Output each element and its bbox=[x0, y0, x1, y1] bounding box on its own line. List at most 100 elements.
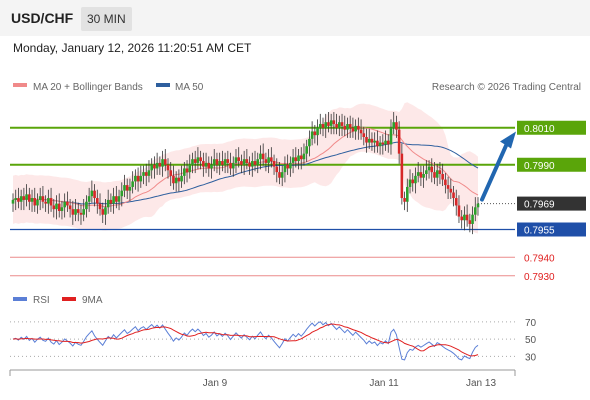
candle-body bbox=[351, 127, 355, 132]
candle-body bbox=[212, 159, 216, 165]
candle-body bbox=[155, 162, 159, 169]
candle-body bbox=[229, 162, 232, 169]
candle-body bbox=[473, 207, 477, 215]
candle-body bbox=[441, 174, 444, 180]
candle-body bbox=[169, 170, 173, 176]
candle-body bbox=[226, 159, 230, 163]
candle-body bbox=[408, 179, 412, 187]
candle-body bbox=[150, 164, 153, 171]
candle-body bbox=[177, 177, 181, 182]
candle-body bbox=[297, 155, 300, 162]
candle-body bbox=[158, 162, 162, 167]
candle-body bbox=[305, 146, 308, 154]
candle-body bbox=[79, 212, 83, 215]
candle-body bbox=[218, 161, 221, 165]
candle-body bbox=[438, 170, 442, 174]
candle-body bbox=[161, 159, 164, 167]
candle-body bbox=[57, 203, 61, 211]
candle-body bbox=[416, 172, 420, 176]
legend-ma20-swatch bbox=[13, 83, 27, 87]
candle-body bbox=[25, 194, 28, 200]
candle-body bbox=[395, 122, 398, 130]
candle-body bbox=[283, 164, 287, 173]
candle-body bbox=[38, 196, 42, 200]
x-tick-label: Jan 9 bbox=[203, 378, 228, 389]
candle-body bbox=[144, 172, 148, 176]
legend-ma20-label: MA 20 + Bollinger Bands bbox=[33, 82, 143, 93]
candle-body bbox=[74, 209, 77, 215]
candle-body bbox=[332, 120, 336, 125]
candle-body bbox=[237, 157, 241, 162]
candle-body bbox=[231, 162, 235, 169]
rsi-panel: 70 50 30 bbox=[10, 318, 537, 363]
chart-datetime: Monday, January 12, 2026 11:20:51 AM CET bbox=[13, 41, 252, 55]
candle-body bbox=[202, 161, 205, 167]
candle-body bbox=[327, 122, 330, 126]
candle-body bbox=[210, 164, 213, 169]
candle-body bbox=[221, 161, 224, 165]
candle-body bbox=[123, 185, 126, 191]
candle-body bbox=[446, 185, 450, 189]
candle-body bbox=[142, 172, 145, 176]
candle-body bbox=[468, 220, 472, 224]
candle-body bbox=[343, 125, 347, 130]
rsi-line bbox=[12, 321, 479, 361]
candle-body bbox=[335, 124, 338, 128]
candle-body bbox=[47, 198, 50, 204]
candle-body bbox=[346, 124, 349, 130]
candle-body bbox=[33, 198, 37, 206]
candle-body bbox=[52, 205, 56, 210]
candle-body bbox=[234, 157, 238, 163]
arrow-shaft bbox=[480, 141, 509, 202]
candle-body bbox=[272, 161, 276, 167]
candle-body bbox=[101, 209, 105, 215]
legend-ma50-swatch bbox=[156, 83, 170, 87]
candle-body bbox=[392, 122, 396, 128]
candle-body bbox=[166, 164, 170, 171]
candle-body bbox=[365, 137, 368, 143]
candle-body bbox=[291, 157, 295, 163]
candle-body bbox=[204, 162, 208, 167]
candle-body bbox=[302, 153, 306, 160]
candle-body bbox=[270, 157, 273, 162]
candle-body bbox=[321, 124, 325, 128]
candle-body bbox=[106, 199, 110, 208]
candle-body bbox=[381, 142, 385, 145]
legend-ma50-label: MA 50 bbox=[175, 82, 204, 93]
candle-body bbox=[41, 196, 45, 202]
candle-body bbox=[188, 164, 192, 173]
candle-body bbox=[471, 214, 474, 224]
candle-body bbox=[215, 159, 219, 165]
x-axis: Jan 9 Jan 11 Jan 13 bbox=[9, 369, 516, 389]
candle-body bbox=[278, 172, 281, 178]
candle-body bbox=[183, 168, 186, 176]
symbol-label: USD/CHF bbox=[11, 10, 74, 26]
candle-body bbox=[378, 142, 382, 147]
candle-body bbox=[17, 198, 20, 202]
candle-body bbox=[367, 138, 371, 143]
candle-body bbox=[267, 157, 270, 163]
candle-body bbox=[134, 175, 137, 182]
candle-body bbox=[449, 188, 453, 193]
candle-body bbox=[193, 159, 197, 163]
candle-body bbox=[275, 166, 279, 173]
candle-body bbox=[196, 157, 200, 163]
rsi-tick-label: 70 bbox=[525, 318, 537, 329]
candle-body bbox=[463, 214, 466, 221]
candle-body bbox=[299, 155, 303, 160]
candle-body bbox=[248, 162, 251, 167]
candle-body bbox=[120, 190, 124, 197]
timeframe-button[interactable]: 30 MIN bbox=[81, 7, 132, 31]
candle-body bbox=[19, 196, 23, 202]
level-label: 0.7930 bbox=[524, 272, 555, 283]
candle-body bbox=[93, 190, 96, 199]
candle-body bbox=[109, 199, 113, 204]
candle-body bbox=[185, 168, 189, 173]
level-label: 0.8010 bbox=[524, 124, 555, 135]
candle-body bbox=[313, 131, 317, 136]
legend-9ma-label: 9MA bbox=[82, 295, 103, 306]
legend-9ma-swatch bbox=[62, 297, 76, 301]
candle-body bbox=[460, 216, 463, 221]
candle-body bbox=[425, 170, 428, 174]
candle-body bbox=[49, 198, 53, 206]
